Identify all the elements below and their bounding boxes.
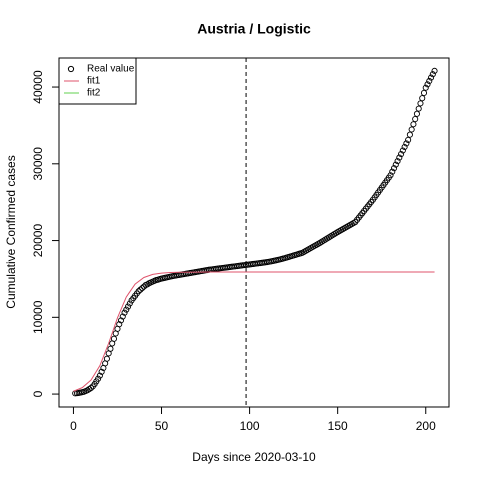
data-point: [387, 172, 394, 179]
y-tick-label: 40000: [31, 70, 45, 104]
x-tick-label: 150: [328, 419, 348, 433]
data-point: [126, 300, 133, 307]
data-point: [417, 100, 424, 107]
data-point: [392, 161, 399, 168]
data-point: [103, 355, 110, 362]
x-axis-label: Days since 2020-03-10: [192, 450, 316, 464]
data-point: [420, 89, 428, 97]
legend-label: fit2: [87, 88, 101, 99]
data-point: [401, 143, 408, 151]
fit-line: [73, 271, 435, 392]
chart-title: Austria / Logistic: [197, 21, 311, 37]
legend-marker: [67, 65, 75, 73]
data-point: [419, 95, 426, 102]
data-point: [95, 375, 102, 382]
data-point: [88, 384, 95, 391]
data-point: [398, 151, 405, 158]
data-point: [396, 154, 403, 161]
data-point: [394, 158, 401, 165]
legend-label: fit1: [87, 76, 101, 87]
y-tick-label: 20000: [31, 224, 45, 258]
data-point: [137, 286, 144, 293]
data-point: [399, 147, 406, 154]
data-point: [119, 313, 126, 320]
data-point: [123, 306, 130, 313]
data-point: [121, 309, 128, 316]
x-tick-label: 200: [416, 419, 436, 433]
data-point: [410, 121, 417, 128]
x-tick-label: 100: [240, 419, 260, 433]
data-point: [117, 317, 125, 324]
x-tick-label: 0: [70, 419, 77, 433]
data-point: [412, 116, 419, 123]
legend-label: Real value: [87, 64, 135, 75]
data-point: [389, 168, 396, 175]
data-point: [107, 345, 114, 352]
data-point: [415, 105, 422, 112]
y-axis-label: Cumulative Confirmed cases: [4, 155, 18, 308]
data-point: [413, 110, 420, 117]
x-tick-label: 50: [155, 419, 169, 433]
data-point: [422, 84, 429, 91]
data-point: [406, 131, 413, 138]
data-point: [408, 126, 415, 133]
data-point: [405, 136, 412, 143]
data-point: [426, 77, 433, 85]
data-point: [135, 288, 142, 295]
data-point: [427, 74, 435, 81]
data-point: [424, 81, 431, 88]
data-point: [98, 368, 105, 375]
data-point: [125, 303, 132, 310]
y-tick-label: 10000: [31, 300, 45, 334]
data-point: [139, 285, 146, 292]
data-point: [116, 321, 123, 328]
data-point: [96, 372, 103, 379]
data-point: [390, 165, 398, 172]
y-tick-label: 0: [31, 390, 45, 397]
data-point: [431, 67, 438, 74]
data-point: [429, 71, 436, 78]
data-point: [110, 335, 118, 342]
data-point: [403, 140, 410, 147]
y-tick-label: 30000: [31, 147, 45, 181]
